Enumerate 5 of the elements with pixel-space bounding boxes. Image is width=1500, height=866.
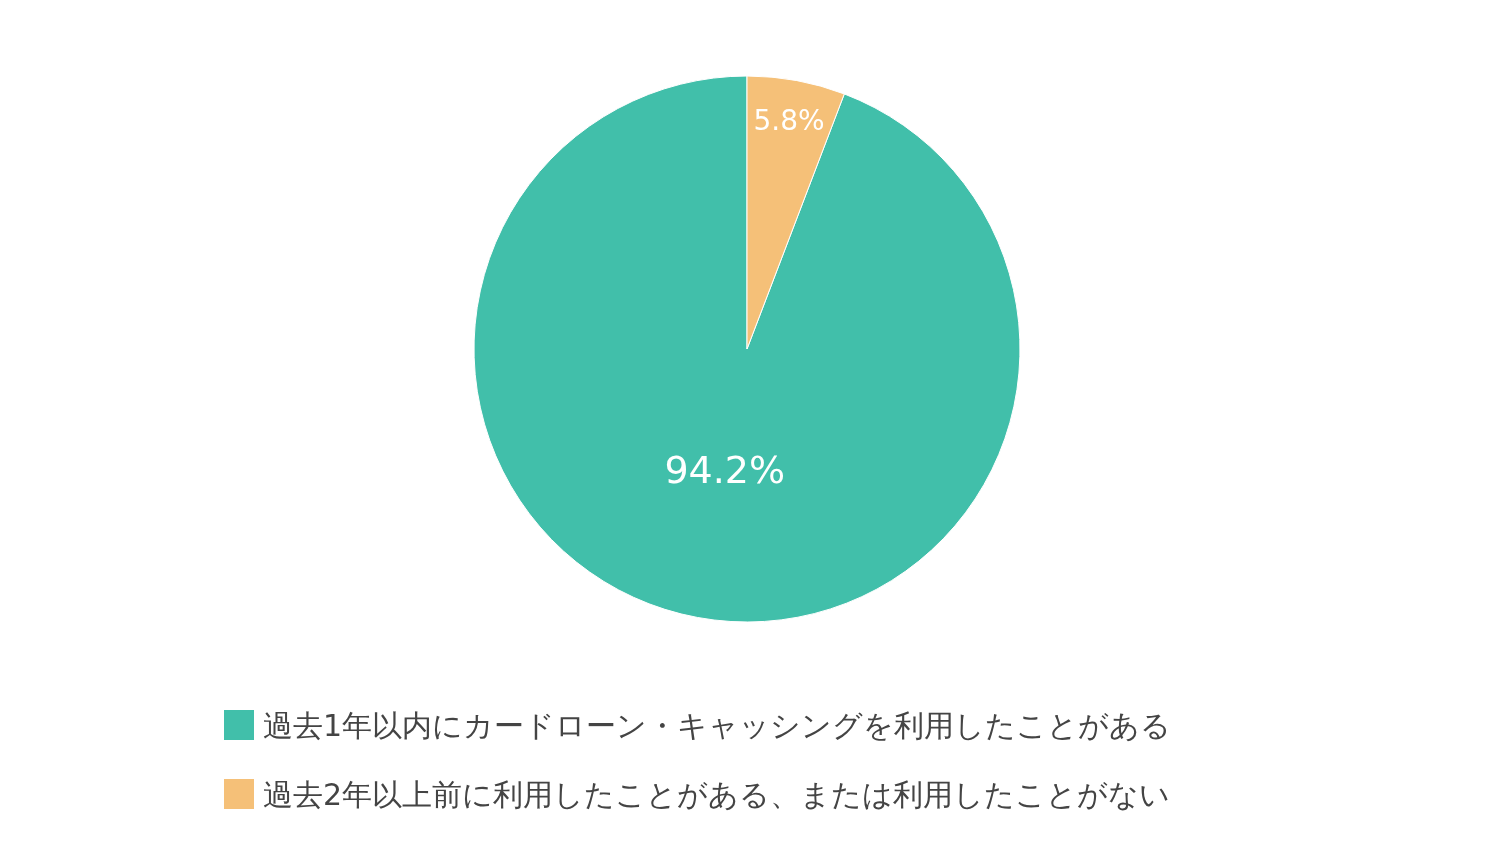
legend-label: 過去1年以内にカードローン・キャッシングを利用したことがある [263, 707, 1172, 743]
data-label: 5.8% [753, 104, 825, 138]
data-label: 94.2% [664, 447, 786, 492]
legend-label: 過去2年以上前に利用したことがある、または利用したことがない [263, 776, 1171, 812]
pie-slice [473, 75, 1021, 623]
